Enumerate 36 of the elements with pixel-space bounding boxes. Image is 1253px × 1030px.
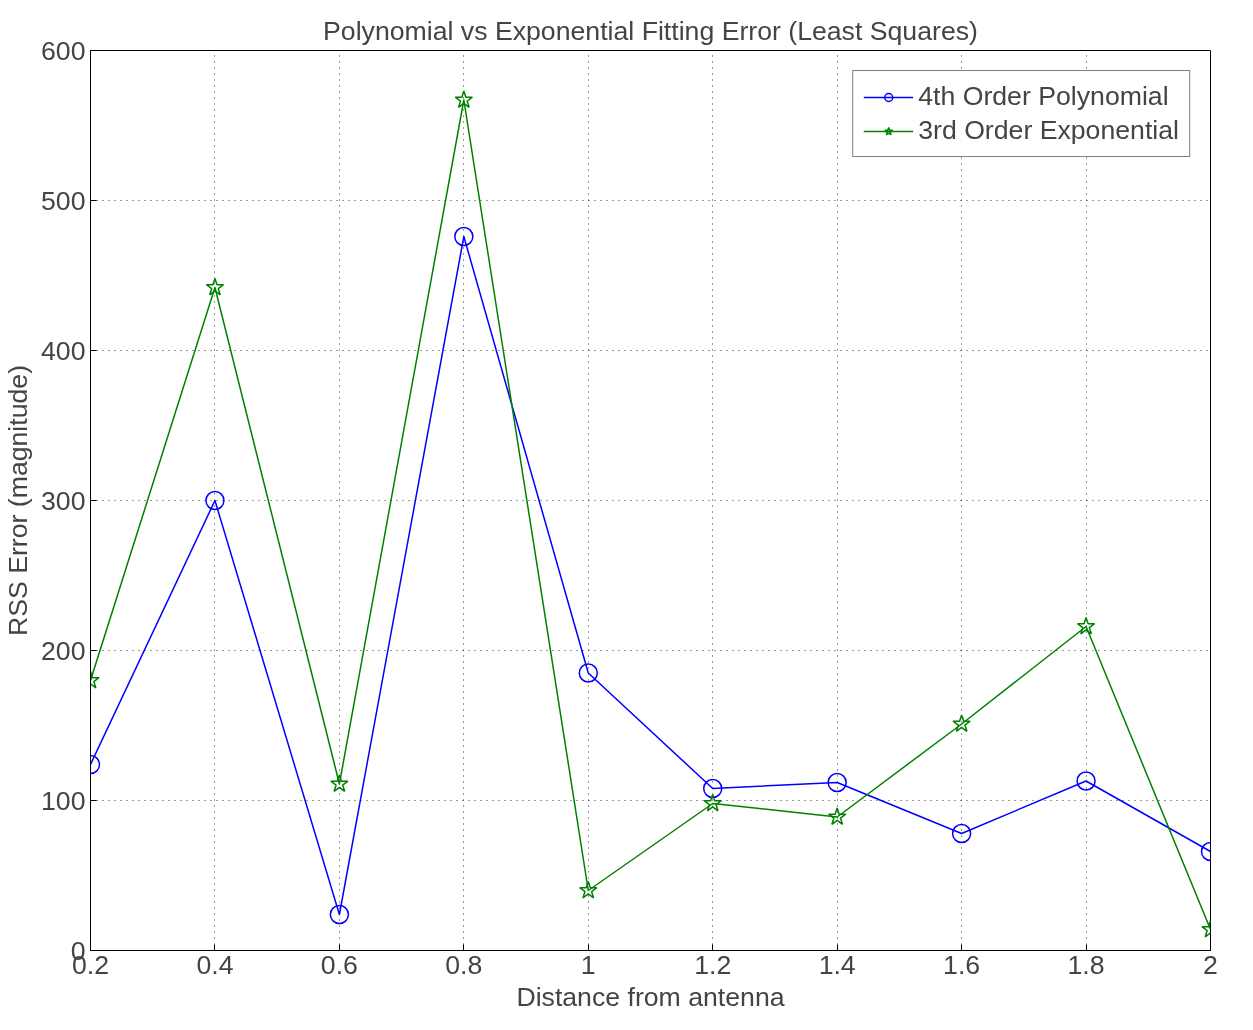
y-axis-title: RSS Error (magnitude) bbox=[3, 364, 34, 637]
x-axis-title: Distance from antenna bbox=[516, 981, 785, 1012]
point bbox=[703, 793, 723, 812]
point bbox=[205, 277, 225, 296]
point bbox=[952, 714, 971, 733]
point bbox=[578, 663, 599, 683]
point bbox=[205, 490, 225, 511]
point bbox=[951, 823, 972, 844]
x-tick-label: 1 bbox=[580, 949, 596, 980]
point bbox=[1076, 771, 1096, 791]
legend-label: 4th Order Polynomial bbox=[918, 81, 1169, 112]
point bbox=[1076, 616, 1096, 635]
point bbox=[454, 226, 474, 247]
x-tick-label: 0.4 bbox=[196, 949, 234, 980]
x-tick-label: 1.6 bbox=[943, 949, 981, 980]
point bbox=[827, 772, 847, 793]
x-tick-label: 2 bbox=[1203, 949, 1218, 980]
point bbox=[827, 807, 847, 826]
point bbox=[330, 774, 349, 793]
x-tick-label: 1.4 bbox=[818, 949, 856, 980]
y-tick-label: 500 bbox=[41, 185, 86, 216]
point bbox=[454, 90, 474, 109]
x-tick-label: 1.2 bbox=[694, 949, 732, 980]
x-tick-label: 0.8 bbox=[445, 949, 483, 980]
y-tick-label: 300 bbox=[41, 485, 86, 516]
legend-label: 3rd Order Exponential bbox=[918, 115, 1179, 146]
y-tick-label: 100 bbox=[41, 785, 86, 816]
y-tick-label: 600 bbox=[41, 35, 86, 66]
point bbox=[702, 778, 723, 799]
y-tick-label: 200 bbox=[41, 635, 86, 666]
x-tick-label: 1.8 bbox=[1067, 949, 1105, 980]
y-tick-label: 400 bbox=[41, 335, 86, 366]
x-tick-label: 0.6 bbox=[320, 949, 358, 980]
point bbox=[329, 904, 350, 925]
chart-title: Polynomial vs Exponential Fitting Error (Least Squares) bbox=[323, 15, 978, 46]
point bbox=[578, 880, 598, 899]
